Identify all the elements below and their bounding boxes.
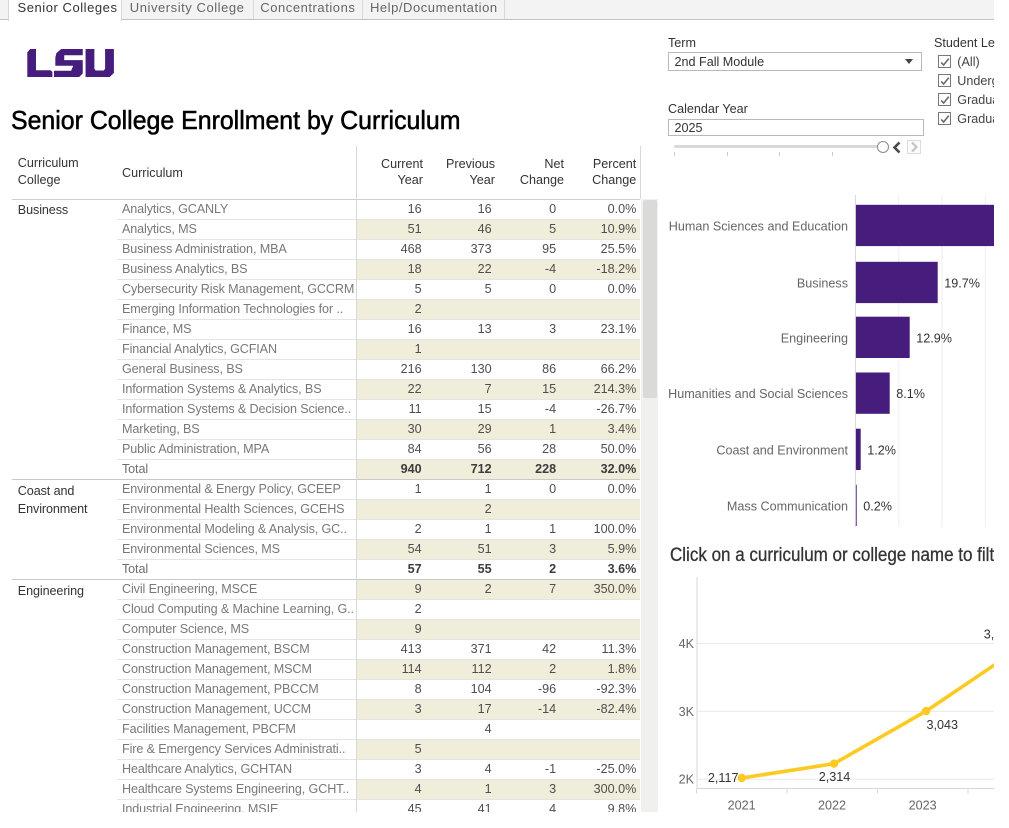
svg-text:Humanities and Social Sciences: Humanities and Social Sciences bbox=[668, 387, 848, 401]
svg-text:2,117: 2,117 bbox=[708, 771, 739, 785]
svg-text:2021: 2021 bbox=[728, 798, 756, 812]
svg-text:3,043: 3,043 bbox=[927, 718, 959, 732]
svg-text:Mass Communication: Mass Communication bbox=[727, 499, 848, 513]
svg-text:0.2%: 0.2% bbox=[863, 499, 892, 513]
svg-text:Human Sciences and Education: Human Sciences and Education bbox=[669, 220, 848, 234]
svg-text:2,314: 2,314 bbox=[819, 770, 851, 784]
svg-text:8.1%: 8.1% bbox=[896, 387, 925, 401]
svg-text:2023: 2023 bbox=[909, 798, 937, 812]
svg-text:1.2%: 1.2% bbox=[867, 443, 896, 457]
svg-text:Business: Business bbox=[797, 277, 848, 291]
svg-text:Coast and Environment: Coast and Environment bbox=[716, 443, 848, 457]
svg-text:Engineering: Engineering bbox=[781, 331, 848, 345]
svg-text:19.7%: 19.7% bbox=[944, 277, 980, 291]
svg-text:4K: 4K bbox=[679, 637, 695, 651]
svg-text:3K: 3K bbox=[679, 705, 695, 719]
svg-text:2K: 2K bbox=[679, 773, 695, 787]
svg-text:2022: 2022 bbox=[818, 798, 846, 812]
svg-text:12.9%: 12.9% bbox=[916, 331, 952, 345]
svg-text:3,943: 3,943 bbox=[984, 627, 994, 641]
